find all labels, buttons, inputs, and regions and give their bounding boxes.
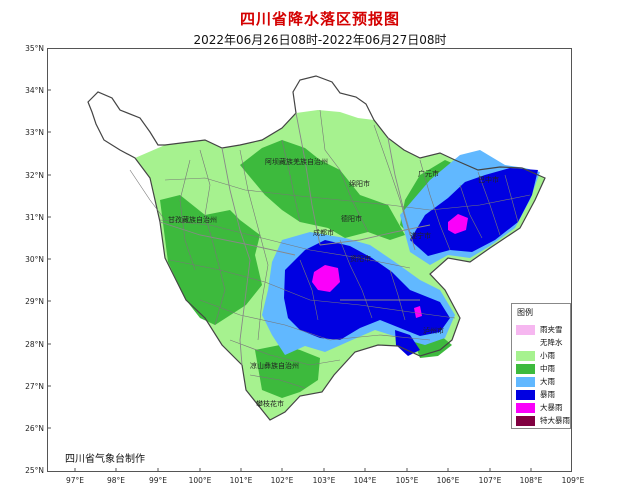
label-aba: 阿坝藏族羌族自治州	[265, 157, 328, 166]
legend-swatch	[516, 364, 535, 374]
legend-swatch	[516, 390, 535, 400]
extreme-rain-west	[312, 265, 340, 292]
place-labels: 阿坝藏族羌族自治州 甘孜藏族自治州 凉山彝族自治州 绵阳市 广元市 巴中市 德阳…	[168, 157, 499, 408]
lat-label-35: 35°N	[25, 44, 44, 53]
lon-label-98: 98°E	[106, 476, 126, 485]
lat-ticks	[47, 48, 51, 429]
legend-label: 雨夹雪	[540, 325, 563, 334]
legend-label: 大雨	[540, 377, 555, 386]
no-data-north	[293, 76, 374, 120]
lon-label-104: 104°E	[353, 476, 377, 485]
lon-label-103: 103°E	[312, 476, 336, 485]
lon-label-102: 102°E	[270, 476, 294, 485]
label-panzhihua: 攀枝花市	[256, 399, 284, 408]
moderate-rain-south	[255, 345, 320, 398]
extreme-rain-east	[448, 214, 468, 234]
legend-label: 中雨	[540, 364, 555, 373]
moderate-rain-north	[240, 140, 405, 240]
legend-swatch	[516, 351, 535, 361]
torrential-rain-northeast	[410, 168, 538, 256]
torrential-rain-south-lobe	[395, 330, 420, 356]
lon-label-97: 97°E	[65, 476, 85, 485]
legend-swatch	[516, 403, 535, 413]
lat-label-31: 31°N	[25, 213, 44, 222]
moderate-rain-west	[160, 195, 262, 325]
lat-label-27: 27°N	[25, 382, 44, 391]
lon-label-99: 99°E	[148, 476, 168, 485]
extreme-rain-south	[414, 306, 422, 318]
torrential-rain-regions	[284, 168, 538, 356]
map-subtitle: 2022年06月26日08时-2022年06月27日08时	[193, 33, 447, 47]
label-luzhou: 泸州市	[423, 326, 444, 335]
map-canvas: 阿坝藏族羌族自治州 甘孜藏族自治州 凉山彝族自治州 绵阳市 广元市 巴中市 德阳…	[47, 48, 546, 472]
lon-label-106: 106°E	[436, 476, 460, 485]
legend-label: 暴雨	[540, 390, 555, 399]
lon-label-108: 108°E	[519, 476, 543, 485]
prefecture-boundaries	[159, 112, 431, 366]
lat-label-25: 25°N	[25, 466, 44, 475]
torrential-rain-central	[284, 240, 450, 340]
label-guangyuan: 广元市	[418, 169, 439, 178]
label-chengdu: 成都市	[313, 228, 334, 237]
agency-credit: 四川省气象台制作	[65, 454, 145, 465]
lon-ticks	[74, 468, 532, 472]
lon-label-109: 109°E	[561, 476, 585, 485]
lat-label-32: 32°N	[25, 171, 44, 180]
lat-label-29: 29°N	[25, 297, 44, 306]
lat-label-26: 26°N	[25, 424, 44, 433]
lat-label-34: 34°N	[25, 86, 44, 95]
legend-label: 无降水	[540, 338, 563, 347]
lat-label-28: 28°N	[25, 340, 44, 349]
label-deyang: 德阳市	[341, 214, 362, 223]
legend-label: 小雨	[540, 351, 555, 360]
no-data-northwest	[88, 92, 158, 158]
legend-label: 大暴雨	[540, 403, 563, 412]
extreme-rain-regions	[312, 214, 468, 318]
label-bazhong: 巴中市	[478, 175, 499, 184]
lon-label-100: 100°E	[188, 476, 212, 485]
legend-swatch	[516, 377, 535, 387]
lon-label-107: 107°E	[478, 476, 502, 485]
county-boundaries	[129, 109, 531, 389]
label-ziyang: 资阳市	[350, 254, 371, 263]
legend-title: 图例	[517, 308, 533, 317]
label-suining: 遂宁市	[410, 231, 431, 240]
label-ganzi: 甘孜藏族自治州	[168, 215, 217, 224]
lon-label-101: 101°E	[229, 476, 253, 485]
province-outline	[87, 75, 546, 421]
legend-label: 特大暴雨	[540, 416, 570, 425]
legend-swatch	[516, 338, 535, 348]
legend-swatch	[516, 325, 535, 335]
lat-label-33: 33°N	[25, 128, 44, 137]
lon-label-105: 105°E	[395, 476, 419, 485]
map-frame: 阿坝藏族羌族自治州 甘孜藏族自治州 凉山彝族自治州 绵阳市 广元市 巴中市 德阳…	[47, 48, 572, 472]
label-mianyang: 绵阳市	[349, 179, 370, 188]
legend-panel: 图例 雨夹雪 无降水 小雨 中雨 大雨 暴雨 大暴雨 特大暴雨	[511, 303, 571, 429]
map-title: 四川省降水落区预报图	[239, 10, 400, 28]
lat-label-30: 30°N	[25, 255, 44, 264]
label-liangshan: 凉山彝族自治州	[250, 361, 299, 370]
legend-swatch	[516, 416, 535, 426]
